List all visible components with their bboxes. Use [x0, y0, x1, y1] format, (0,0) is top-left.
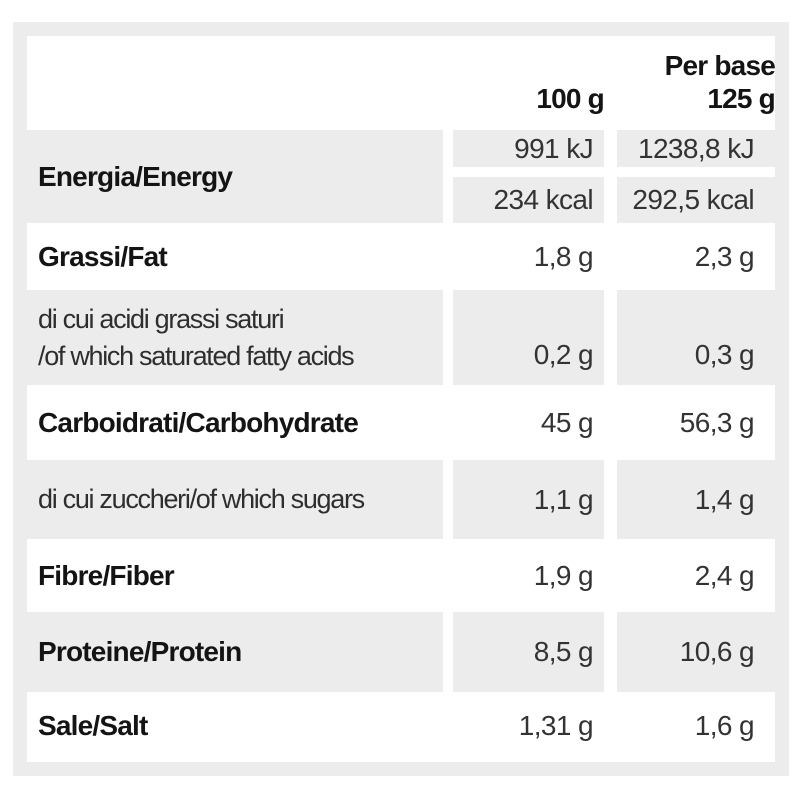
- row-energia-label-text: Energia/Energy: [38, 160, 233, 192]
- row-fibre-label-text: Fibre/Fiber: [38, 559, 175, 591]
- column-header-100g-label: 100 g: [536, 83, 604, 114]
- row-zuccheri-label-text: di cui zuccheri/of which sugars: [38, 484, 365, 514]
- row-grassi-label: Grassi/Fat: [27, 223, 443, 290]
- row-proteine-label: Proteine/Protein: [27, 612, 443, 692]
- header-spacer: [27, 36, 443, 130]
- column-header-per-base-125g: Per base 125 g: [617, 36, 776, 130]
- column-header-per-base-line1: Per base: [664, 50, 776, 81]
- row-proteine-value-100g: 8,5 g: [453, 612, 604, 692]
- row-fibre-value-100g: 1,9 g: [533, 559, 594, 591]
- row-energia-value-125g-kj: 1238,8 kJ: [617, 130, 775, 167]
- row-energia-value-125g-kcal: 292,5 kcal: [617, 177, 775, 223]
- row-fibre-label: Fibre/Fiber: [27, 539, 443, 612]
- row-carboidrati-label: Carboidrati/Carbohydrate: [27, 385, 443, 460]
- nutrition-card-frame: 100 g Per base 125 g Energia/Energy 991 …: [13, 22, 789, 776]
- row-grassi-label-text: Grassi/Fat: [38, 240, 168, 272]
- row-carboidrati-value-100g: 45 g: [540, 406, 594, 438]
- row-grassi-value-100g: 1,8 g: [533, 240, 594, 272]
- nutrition-panel: 100 g Per base 125 g Energia/Energy 991 …: [27, 36, 776, 762]
- row-proteine-label-text: Proteine/Protein: [38, 636, 242, 667]
- row-proteine-value-125g: 10,6 g: [617, 612, 775, 692]
- nutrition-table: 100 g Per base 125 g Energia/Energy 991 …: [27, 36, 776, 759]
- row-energia-value-100g: 991 kJ 234 kcal: [453, 130, 604, 223]
- row-energia-label: Energia/Energy: [27, 130, 443, 223]
- row-zuccheri-value-100g: 1,1 g: [453, 460, 604, 539]
- row-sale-value-125g: 1,6 g: [694, 709, 755, 741]
- row-carboidrati-label-text: Carboidrati/Carbohydrate: [38, 406, 359, 438]
- row-sale-value-100g: 1,31 g: [518, 709, 594, 741]
- row-energia-value-100g-kj: 991 kJ: [453, 130, 604, 167]
- row-grassi-value-125g: 2,3 g: [694, 240, 755, 272]
- row-zuccheri-value-125g: 1,4 g: [617, 460, 775, 539]
- row-grassi-saturi-label-line2: /of which saturated fatty acids: [38, 340, 355, 371]
- row-zuccheri-label: di cui zuccheri/of which sugars: [27, 460, 443, 539]
- row-grassi-saturi-value-125g: 0,3 g: [617, 290, 775, 385]
- row-grassi-saturi-label: di cui acidi grassi saturi /of which sat…: [27, 290, 443, 385]
- row-grassi-saturi-label-line1: di cui acidi grassi saturi: [38, 303, 285, 334]
- column-header-100g: 100 g: [453, 36, 604, 130]
- row-sale-label: Sale/Salt: [27, 692, 443, 759]
- row-energia-value-100g-kcal: 234 kcal: [453, 177, 604, 223]
- row-grassi-saturi-value-100g: 0,2 g: [453, 290, 604, 385]
- row-fibre-value-125g: 2,4 g: [694, 559, 755, 591]
- row-sale-label-text: Sale/Salt: [38, 709, 148, 741]
- row-carboidrati-value-125g: 56,3 g: [679, 406, 755, 438]
- row-energia-value-125g: 1238,8 kJ 292,5 kcal: [617, 130, 775, 223]
- column-header-per-base-line2: 125 g: [707, 83, 775, 114]
